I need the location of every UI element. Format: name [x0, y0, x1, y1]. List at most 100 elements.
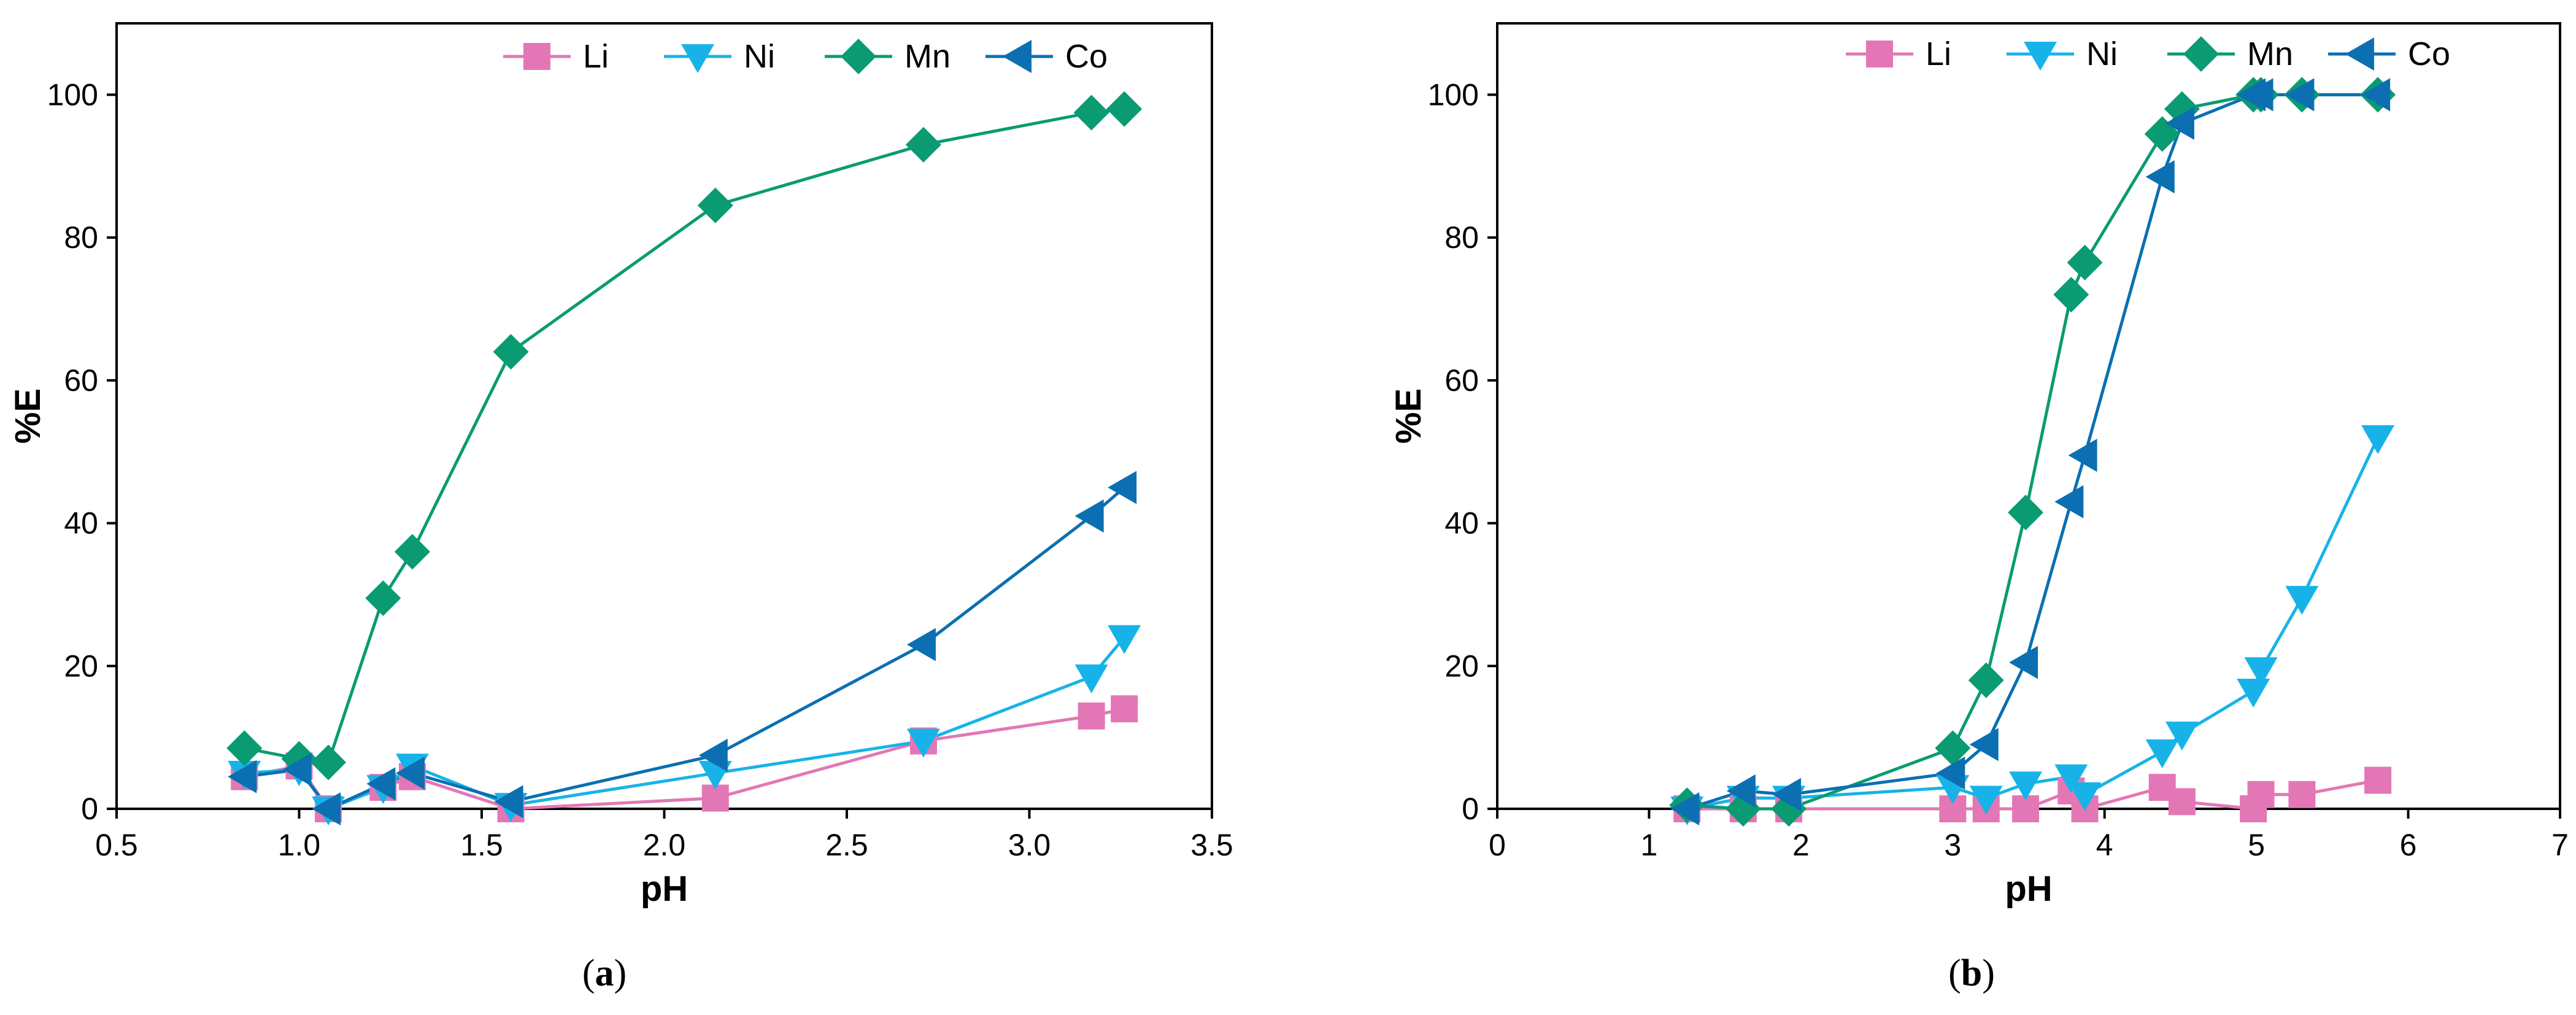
- data-point-ni: [906, 728, 940, 758]
- data-point-ni: [2009, 771, 2043, 801]
- legend-marker-li: [523, 43, 550, 70]
- data-point-co: [395, 756, 425, 790]
- data-point-mn: [310, 744, 347, 781]
- x-tick-label: 1.5: [460, 828, 503, 862]
- data-point-mn: [1106, 91, 1143, 127]
- y-axis-label: %E: [8, 388, 48, 444]
- data-point-li: [1078, 702, 1105, 730]
- data-point-ni: [2145, 739, 2179, 768]
- chart-panel-a: 0.5 1.0 1.5 2.0 2.5 3.0 3.5 0 20 40 60 80 100 pH %E Li N…: [8, 22, 1233, 994]
- y-tick-label: 80: [1444, 220, 1479, 255]
- y-tick-label: 20: [64, 649, 98, 683]
- x-tick-label: 3.5: [1190, 828, 1233, 862]
- panel-caption: (a): [582, 952, 627, 994]
- legend-label-ni: Ni: [2086, 36, 2118, 72]
- x-tick-label: 1.0: [278, 828, 321, 862]
- legend-marker-li: [1866, 41, 1893, 68]
- x-tick-label: 7: [2551, 828, 2569, 862]
- caption-letter: b: [1961, 952, 1982, 994]
- data-point-ni: [1074, 664, 1108, 693]
- y-tick-label: 60: [1444, 363, 1479, 398]
- legend-marker-co: [1003, 40, 1032, 73]
- data-point-ni: [1969, 785, 2003, 815]
- data-point-ni: [2068, 782, 2102, 811]
- legend-marker-co: [2345, 37, 2374, 71]
- data-point-co: [2054, 485, 2084, 519]
- data-point-mn: [394, 534, 430, 570]
- data-point-co: [698, 738, 728, 772]
- y-axis-label: %E: [1389, 388, 1429, 444]
- data-point-mn: [1968, 662, 2004, 698]
- data-point-co: [1936, 756, 1965, 790]
- x-axis-label: pH: [641, 869, 688, 909]
- caption-letter: a: [595, 952, 614, 994]
- data-point-co: [228, 760, 257, 793]
- data-point-mn: [1935, 730, 1971, 766]
- legend-label-ni: Ni: [744, 38, 775, 75]
- data-point-ni: [2244, 657, 2278, 687]
- data-point-mn: [905, 126, 941, 163]
- data-point-co: [2285, 78, 2315, 112]
- legend-marker-mn: [841, 39, 876, 74]
- data-point-ni: [2237, 679, 2270, 708]
- y-tick-label: 60: [64, 363, 98, 398]
- y-tick-label: 20: [1444, 649, 1479, 683]
- data-point-mn: [1073, 95, 1109, 131]
- data-point-li: [2364, 766, 2392, 794]
- x-axis-label: pH: [2005, 869, 2052, 909]
- data-point-co: [1074, 499, 1104, 533]
- y-tick-label: 0: [1462, 792, 1479, 826]
- data-point-mn: [2067, 244, 2103, 280]
- data-point-ni: [2285, 585, 2319, 615]
- data-point-li: [2288, 781, 2316, 808]
- x-tick-label: 2.0: [643, 828, 686, 862]
- data-point-ni: [2165, 721, 2199, 751]
- data-point-mn: [697, 187, 733, 223]
- legend-label-mn: Mn: [2247, 36, 2293, 72]
- legend-marker-ni: [681, 44, 714, 73]
- data-point-co: [282, 753, 312, 786]
- x-tick-label: 0.5: [95, 828, 138, 862]
- data-point-co: [1969, 728, 1999, 762]
- panel-caption: (b): [1948, 952, 1995, 994]
- data-point-co: [2244, 78, 2273, 112]
- data-point-mn: [493, 334, 529, 370]
- legend-label-co: Co: [1065, 38, 1108, 75]
- y-tick-label: 100: [1428, 77, 1479, 112]
- chart-panel-b: 0 1 2 3 4 5 6 7 0 20 40 60 80 100 pH %E Li Ni Mn Co (b): [1389, 22, 2569, 994]
- y-tick-label: 40: [1444, 506, 1479, 541]
- y-tick-label: 80: [64, 220, 98, 255]
- data-point-co: [1726, 774, 1756, 808]
- x-tick-label: 6: [2400, 828, 2417, 862]
- data-point-ni: [2361, 425, 2395, 454]
- data-point-li: [2247, 781, 2275, 808]
- data-point-co: [312, 792, 341, 825]
- legend-marker-ni: [2024, 42, 2057, 71]
- data-point-co: [494, 785, 523, 819]
- legend-label-mn: Mn: [904, 38, 951, 75]
- data-point-ni: [1108, 625, 1141, 654]
- data-point-li: [1111, 695, 1138, 723]
- data-point-co: [1670, 792, 1700, 825]
- data-point-co: [2068, 439, 2097, 472]
- data-point-mn: [226, 730, 263, 766]
- caption-close-paren: ): [1982, 952, 1995, 994]
- data-point-co: [2145, 160, 2175, 194]
- x-tick-label: 4: [2096, 828, 2113, 862]
- data-point-mn: [2053, 277, 2089, 313]
- x-tick-label: 0: [1489, 828, 1506, 862]
- data-point-mn: [365, 580, 401, 616]
- legend-marker-mn: [2183, 36, 2219, 72]
- data-point-ni: [2054, 764, 2088, 793]
- series-line-co: [244, 486, 1125, 811]
- data-point-mn: [2008, 495, 2044, 531]
- caption-close-paren: ): [614, 952, 627, 994]
- y-tick-label: 40: [64, 506, 98, 541]
- x-tick-label: 3.0: [1008, 828, 1051, 862]
- caption-open-paren: (: [1948, 952, 1961, 994]
- data-point-co: [2165, 106, 2194, 140]
- x-tick-label: 1: [1641, 828, 1658, 862]
- data-point-co: [906, 628, 936, 662]
